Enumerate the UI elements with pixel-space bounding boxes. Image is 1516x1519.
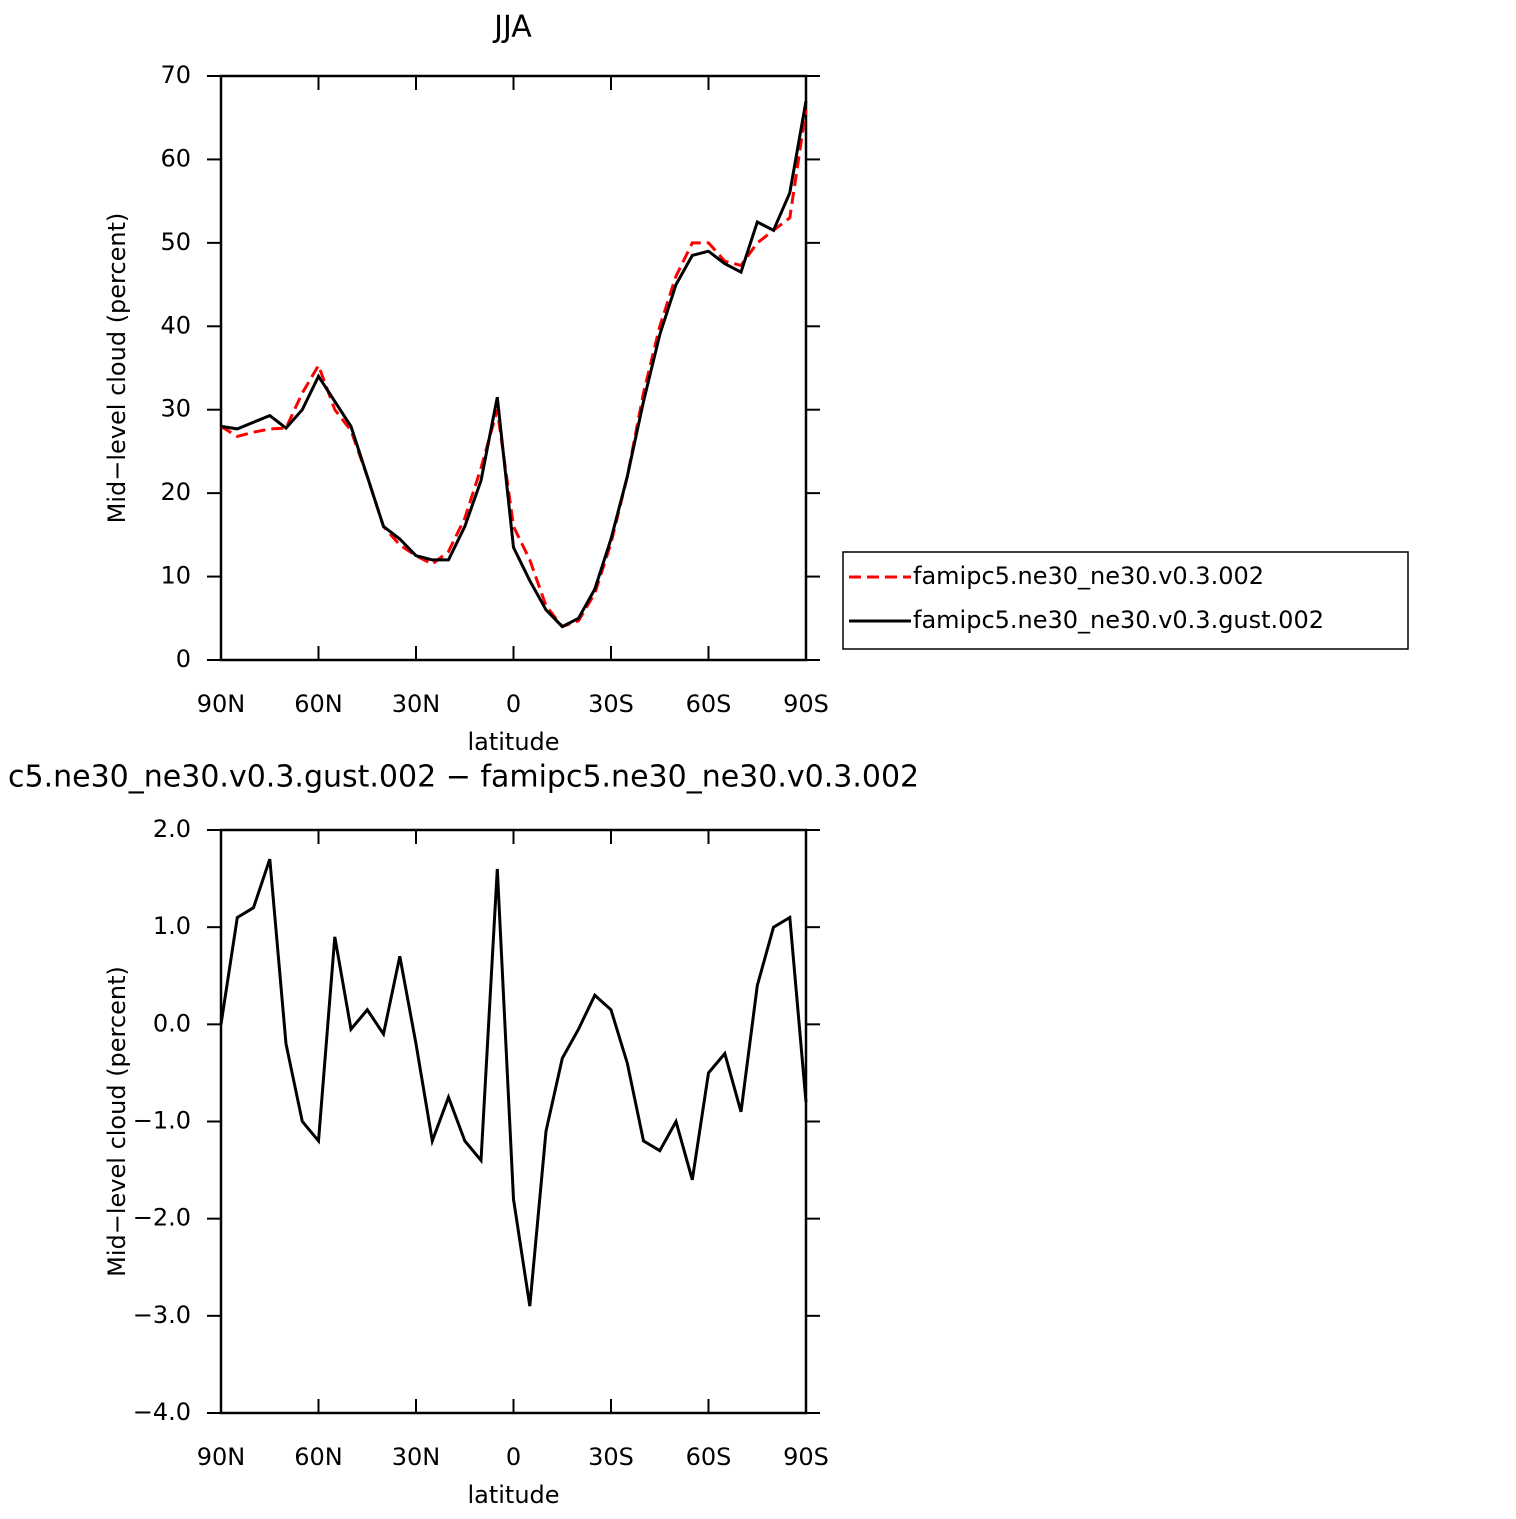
- y-tick-label: 50: [160, 228, 191, 256]
- x-tick-label: 60N: [294, 690, 343, 718]
- y-tick-label: 30: [160, 395, 191, 423]
- x-tick-label: 30S: [588, 1443, 634, 1471]
- x-tick-label: 60S: [686, 690, 732, 718]
- x-tick-label: 90N: [197, 1443, 246, 1471]
- data-line: [220, 109, 808, 629]
- x-axis-label: latitude: [467, 1481, 559, 1509]
- legend-label: famipc5.ne30_ne30.v0.3.gust.002: [913, 606, 1324, 634]
- chart-title: c5.ne30_ne30.v0.3.gust.002 − famipc5.ne3…: [8, 760, 919, 795]
- data-line: [219, 858, 808, 1307]
- legend-box: [842, 551, 1409, 650]
- y-tick-label: 0.0: [153, 1009, 191, 1037]
- x-tick-label: 90N: [197, 690, 246, 718]
- y-axis-label: Mid−level cloud (percent): [103, 966, 131, 1277]
- x-tick-label: 60S: [686, 1443, 732, 1471]
- y-tick-label: 60: [160, 144, 191, 172]
- x-tick-label: 30N: [392, 690, 441, 718]
- x-tick-label: 90S: [783, 690, 829, 718]
- legend-label: famipc5.ne30_ne30.v0.3.002: [913, 562, 1264, 590]
- y-tick-label: 1.0: [153, 912, 191, 940]
- y-tick-label: 10: [160, 562, 191, 590]
- x-tick-label: 30N: [392, 1443, 441, 1471]
- x-tick-label: 0: [506, 1443, 521, 1471]
- data-line: [220, 100, 808, 629]
- x-tick-label: 90S: [783, 1443, 829, 1471]
- plot-frame: [219, 74, 808, 662]
- x-tick-label: 60N: [294, 1443, 343, 1471]
- y-tick-label: −3.0: [133, 1301, 191, 1329]
- plot-frame: [219, 828, 808, 1415]
- y-tick-label: 40: [160, 311, 191, 339]
- chart-title: JJA: [492, 10, 532, 45]
- x-axis-label: latitude: [467, 728, 559, 756]
- y-tick-label: −2.0: [133, 1204, 191, 1232]
- y-tick-label: 70: [160, 61, 191, 89]
- y-tick-label: 0: [176, 645, 191, 673]
- y-axis-label: Mid−level cloud (percent): [103, 213, 131, 524]
- x-tick-label: 30S: [588, 690, 634, 718]
- y-tick-label: 20: [160, 478, 191, 506]
- y-tick-label: 2.0: [153, 815, 191, 843]
- y-tick-label: −4.0: [133, 1398, 191, 1426]
- x-tick-label: 0: [506, 690, 521, 718]
- y-tick-label: −1.0: [133, 1107, 191, 1135]
